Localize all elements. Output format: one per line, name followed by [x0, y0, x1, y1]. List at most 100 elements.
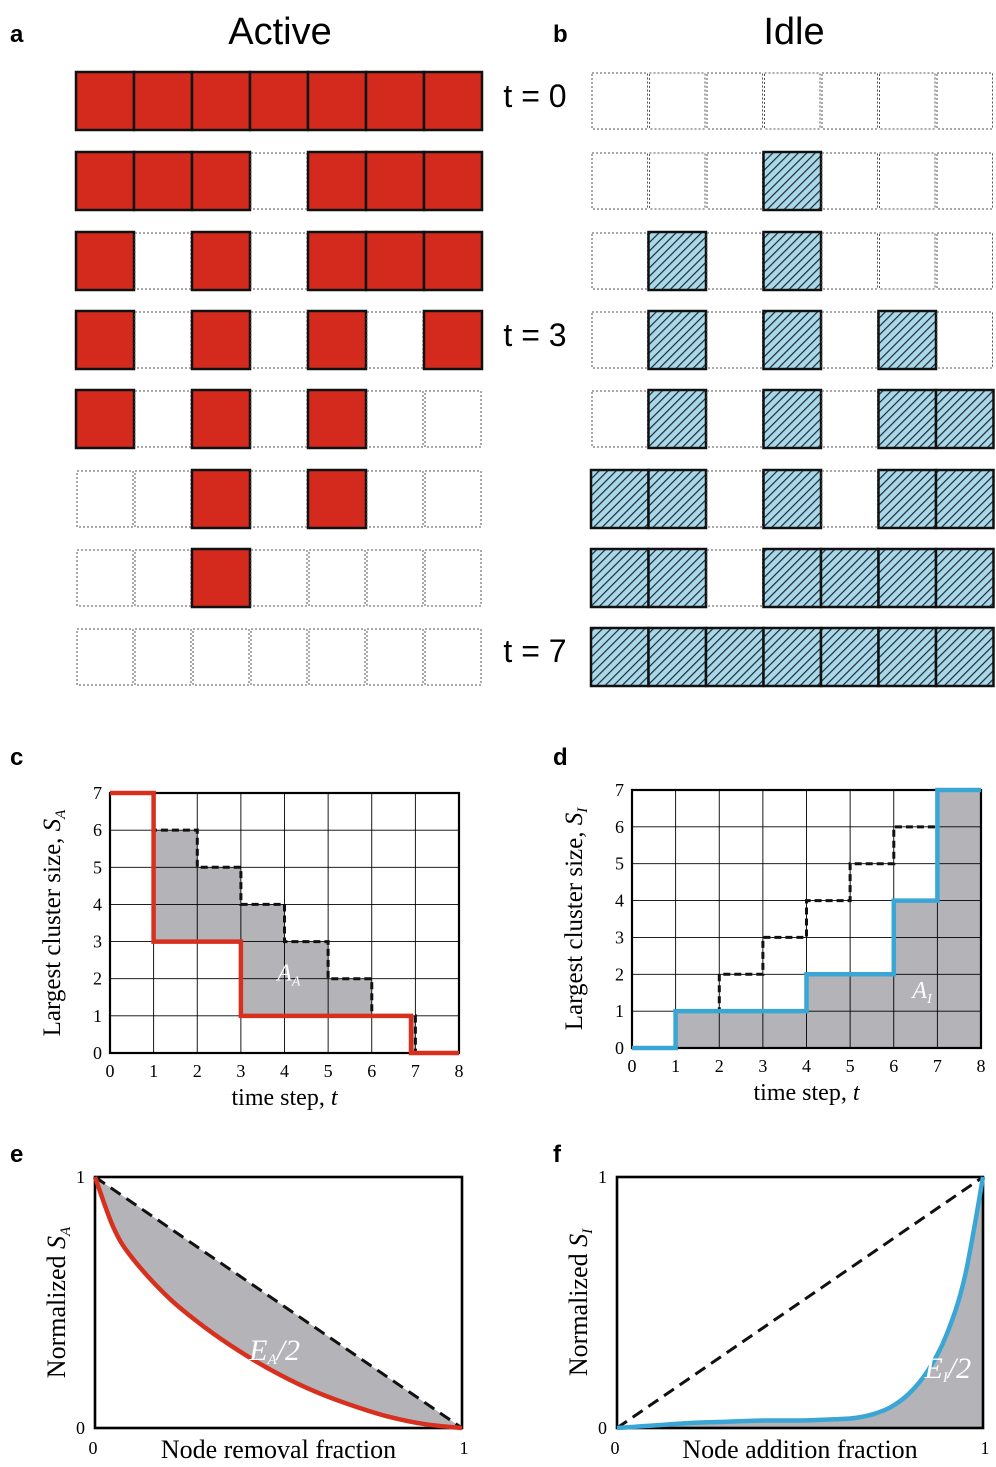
active-cell-empty-r4-c1 [134, 390, 192, 448]
idle-cell-empty-r2-c0 [591, 232, 648, 290]
shaded-area [617, 1177, 983, 1428]
idle-cell-empty-r3-c2 [706, 311, 763, 369]
y-tick-label-0: 0 [93, 1043, 102, 1063]
active-cell-filled-r2-c4 [306, 230, 368, 292]
active-cell-empty-r6-c0 [76, 549, 134, 607]
idle-cell-empty-r1-c1 [649, 152, 706, 210]
active-cell-filled-r0-c1 [132, 70, 194, 132]
idle-cell-filled-r6-c3 [762, 547, 823, 609]
idle-cell-empty-r3-c0 [591, 311, 648, 369]
dashed-diagonal-line [94, 1175, 463, 1430]
active-cell-filled-r4-c4 [306, 388, 368, 450]
x-tick-label-1: 1 [671, 1056, 680, 1076]
idle-cell-empty-r0-c1 [649, 72, 706, 130]
x-tick-label-2: 2 [193, 1061, 202, 1081]
active-cell-empty-r6-c3 [250, 549, 308, 607]
y-tick-label-0: 0 [615, 1038, 624, 1058]
x-tick-label-8: 8 [455, 1061, 464, 1081]
active-cell-empty-r7-c1 [134, 628, 192, 686]
idle-cell-filled-r5-c6 [934, 468, 995, 530]
active-cell-empty-r4-c6 [424, 390, 482, 448]
x-tick-label-4: 4 [280, 1061, 289, 1081]
x-tick-label-3: 3 [758, 1056, 767, 1076]
chart-d-idle-steps: 0 1 2 3 4 5 6 7 8 0 1 2 3 4 5 6 7 time step, t Largest clu… [561, 780, 986, 1106]
active-cell-filled-r2-c6 [422, 230, 484, 292]
y-tick-label-2: 2 [93, 969, 102, 989]
active-cell-filled-r3-c4 [306, 309, 368, 371]
idle-cell-filled-r7-c3 [762, 626, 823, 688]
active-cell-filled-r5-c2 [190, 468, 252, 530]
x-tick-label-4: 4 [802, 1056, 811, 1076]
active-cell-filled-r2-c2 [190, 230, 252, 292]
active-cell-empty-r5-c1 [134, 470, 192, 528]
active-cell-empty-r5-c0 [76, 470, 134, 528]
y-tick-label-7: 7 [93, 783, 102, 803]
idle-cell-empty-r5-c4 [821, 470, 878, 528]
idle-cell-filled-r6-c4 [819, 547, 880, 609]
active-cell-grid [74, 70, 484, 686]
active-cell-empty-r5-c6 [424, 470, 482, 528]
observed-step-line [110, 790, 459, 1056]
active-cell-filled-r1-c2 [190, 150, 252, 212]
active-cell-empty-r7-c4 [308, 628, 366, 686]
idle-cell-filled-r7-c0 [589, 626, 650, 688]
idle-cell-empty-r2-c4 [821, 232, 878, 290]
normalized-curve [92, 1176, 463, 1431]
idle-cell-filled-r3-c1 [647, 309, 708, 371]
idle-cell-empty-r0-c6 [936, 72, 993, 130]
idle-cell-filled-r5-c5 [877, 468, 938, 530]
idle-cell-empty-r2-c5 [879, 232, 936, 290]
active-cell-filled-r1-c0 [74, 150, 136, 212]
plot-frame [93, 1175, 464, 1430]
idle-cell-empty-r1-c0 [591, 152, 648, 210]
y-axis-label: Largest cluster size, SA [39, 809, 69, 1037]
idle-cell-empty-r4-c4 [821, 390, 878, 448]
chart-c-active-steps: 0 1 2 3 4 5 6 7 8 0 1 2 3 4 5 6 7 time step, t Largest clu… [39, 783, 464, 1111]
active-cell-empty-r2-c3 [250, 232, 308, 290]
active-cell-filled-r1-c1 [132, 150, 194, 212]
x-tick-label-5: 5 [846, 1056, 855, 1076]
idle-cell-empty-r2-c2 [706, 232, 763, 290]
plot-frame [630, 788, 983, 1050]
panel-letter-a: a [10, 21, 24, 48]
active-cell-filled-r0-c6 [422, 70, 484, 132]
active-cell-empty-r1-c3 [250, 152, 308, 210]
active-cell-filled-r1-c6 [422, 150, 484, 212]
active-cell-empty-r3-c5 [366, 311, 424, 369]
idle-cell-filled-r7-c4 [819, 626, 880, 688]
y-tick-label-3: 3 [93, 932, 102, 952]
idle-cell-filled-r3-c5 [877, 309, 938, 371]
idle-cell-empty-r4-c0 [591, 390, 648, 448]
active-cell-filled-r0-c5 [364, 70, 426, 132]
active-cell-empty-r6-c6 [424, 549, 482, 607]
active-cell-empty-r6-c4 [308, 549, 366, 607]
active-cell-filled-r2-c5 [364, 230, 426, 292]
active-cell-empty-r3-c3 [250, 311, 308, 369]
y-tick-label-4: 4 [93, 894, 102, 914]
active-cell-empty-r4-c5 [366, 390, 424, 448]
idle-cell-filled-r4-c5 [877, 388, 938, 450]
idle-cell-filled-r4-c1 [647, 388, 708, 450]
panel-letter-f: f [553, 1141, 562, 1168]
panel-title-active: Active [228, 11, 331, 53]
x-tick-label-0: 0 [611, 1438, 620, 1458]
active-cell-filled-r4-c2 [190, 388, 252, 450]
y-axis-label: Normalized SA [42, 1226, 74, 1378]
active-cell-empty-r6-c5 [366, 549, 424, 607]
idle-cell-filled-r7-c5 [877, 626, 938, 688]
idle-cell-filled-r6-c1 [647, 547, 708, 609]
idle-cell-filled-r5-c1 [647, 468, 708, 530]
idle-cell-filled-r5-c3 [762, 468, 823, 530]
y-tick-label-6: 6 [93, 820, 102, 840]
active-cell-filled-r4-c0 [74, 388, 136, 450]
y-tick-label-2: 2 [615, 964, 624, 984]
chart-f-normalized-addition: 0 1 0 1 Node addition fraction Normalized SI E… [564, 1167, 990, 1464]
active-cell-empty-r6-c1 [134, 549, 192, 607]
idle-cell-filled-r4-c6 [934, 388, 995, 450]
active-cell-filled-r6-c2 [190, 547, 252, 609]
active-cell-empty-r5-c3 [250, 470, 308, 528]
x-tick-label-1: 1 [981, 1438, 990, 1458]
idle-cell-empty-r3-c6 [936, 311, 993, 369]
